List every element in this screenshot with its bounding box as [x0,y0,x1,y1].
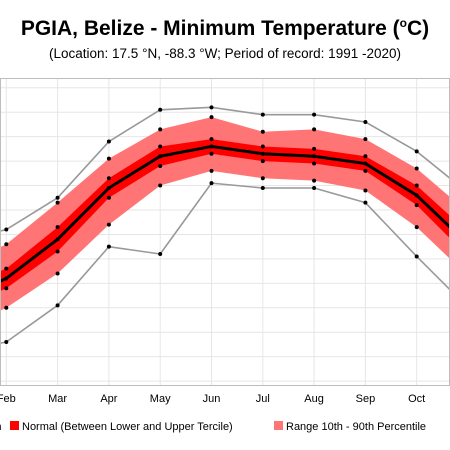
point-10th-percentile [55,271,60,276]
point-record-low [312,186,317,190]
point-10th-percentile [4,305,9,310]
point-10th-percentile [312,178,317,183]
point-upper-tercile [312,146,317,151]
line-mean [0,144,450,283]
point-upper-tercile [158,144,163,149]
point-90th-percentile [55,200,60,205]
point-record-high [4,227,9,232]
x-tick-label: May [150,393,171,405]
point-upper-tercile [106,176,111,181]
chart-subtitle: (Location: 17.5 °N, -88.3 °W; Period of … [49,46,401,61]
point-record-low [209,181,214,186]
line-record-high [0,106,450,232]
point-90th-percentile [363,137,368,142]
point-upper-tercile [209,137,214,142]
point-record-high [158,107,163,112]
legend-label: Range 10th - 90th Percentile [286,421,426,433]
point-90th-percentile [158,127,163,132]
point-10th-percentile [209,168,214,173]
point-90th-percentile [312,127,317,132]
point-mean [414,193,419,198]
legend-label: Normal (Between Lower and Upper Tercile) [22,421,233,433]
point-lower-tercile [260,159,265,164]
point-record-high [209,105,214,110]
point-record-low [260,186,265,190]
x-tick-label: Mar [48,393,67,405]
point-90th-percentile [4,242,9,247]
point-10th-percentile [106,222,111,227]
point-record-high [363,120,368,124]
point-90th-percentile [260,129,265,134]
point-record-low [414,254,419,259]
point-lower-tercile [158,164,163,168]
point-mean [106,186,111,190]
point-90th-percentile [106,156,111,161]
point-lower-tercile [209,151,214,156]
point-upper-tercile [414,183,419,188]
series-group [0,105,450,345]
x-tick-label: Aug [304,393,324,405]
point-upper-tercile [363,154,368,159]
point-mean [55,237,60,242]
point-upper-tercile [260,144,265,149]
point-record-low [4,340,9,344]
point-90th-percentile [414,166,419,171]
point-record-low [158,252,163,256]
point-record-low [363,200,368,205]
x-tick-label: Apr [100,393,117,405]
point-lower-tercile [414,203,419,208]
point-lower-tercile [363,168,368,173]
line-record-low [0,182,450,345]
point-record-high [106,139,111,144]
x-tick-label: Jun [203,393,221,405]
legend-label: Mean [0,421,2,433]
point-mean [312,154,317,159]
point-record-high [260,112,265,117]
point-record-low [106,244,111,249]
point-lower-tercile [312,161,317,166]
legend-swatch [10,421,19,430]
point-10th-percentile [414,225,419,230]
point-upper-tercile [4,266,9,271]
point-10th-percentile [260,176,265,181]
chart-title: PGIA, Belize - Minimum Temperature (oC) [20,16,430,40]
point-mean [158,154,163,159]
x-tick-label: Jul [256,393,270,405]
point-10th-percentile [158,183,163,188]
point-upper-tercile [55,225,60,230]
point-record-high [55,195,60,200]
band-normal-tercile [0,139,450,292]
point-record-low [55,303,60,308]
point-record-high [312,112,317,117]
point-record-high [414,149,419,154]
point-mean [260,151,265,156]
point-mean [209,144,214,149]
point-mean [4,276,9,281]
x-tick-label: Feb [0,393,16,405]
legend-swatch [274,421,283,430]
point-lower-tercile [55,249,60,254]
point-10th-percentile [363,188,368,193]
point-90th-percentile [209,115,214,120]
point-lower-tercile [106,195,111,200]
x-tick-label: Oct [408,393,425,405]
point-mean [363,161,368,166]
point-lower-tercile [4,286,9,291]
x-tick-label: Sep [356,393,376,405]
